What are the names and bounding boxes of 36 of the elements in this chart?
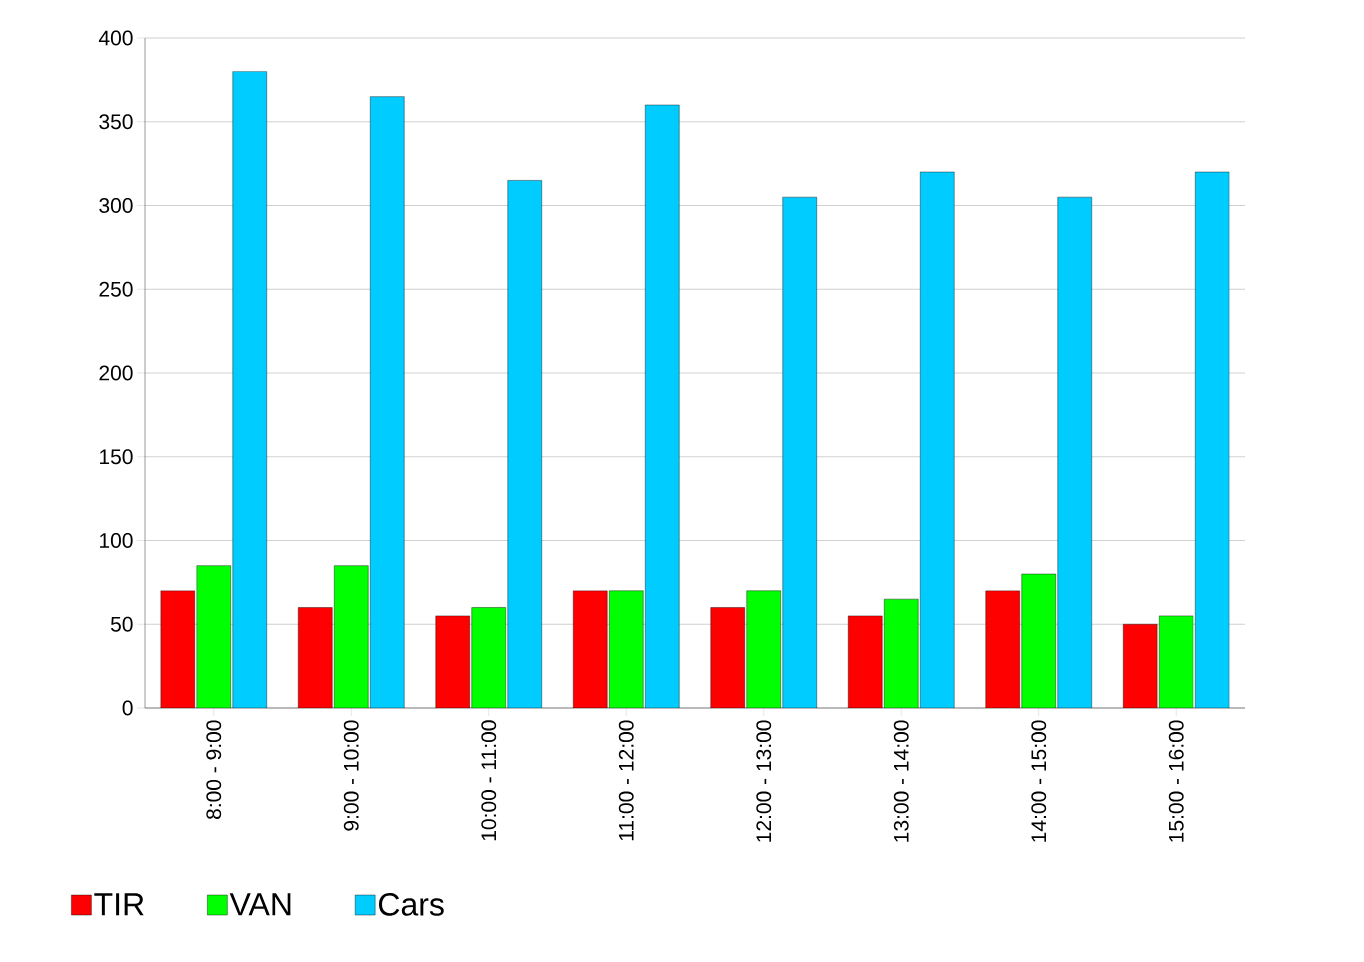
y-tick-label: 250: [99, 281, 133, 297]
x-tick-label: 9:00 - 10:00: [343, 720, 359, 831]
y-tick-label: 0: [122, 700, 133, 716]
y-tick-label: 50: [110, 616, 133, 632]
y-tick-label: 150: [100, 449, 133, 465]
y-tick-label: 350: [99, 114, 133, 130]
bar: [334, 565, 369, 708]
legend-label: VAN: [229, 893, 291, 916]
bar: [160, 590, 195, 708]
bar: [1123, 624, 1158, 708]
legend-label: TIR: [94, 893, 144, 916]
y-tick-label: 100: [100, 533, 133, 548]
x-tick-label: 15:00 - 16:00: [1168, 720, 1184, 842]
x-tick-label: 13:00 - 14:00: [893, 720, 909, 842]
bar: [196, 565, 231, 708]
y-tick-label: 200: [99, 365, 133, 381]
bar: [435, 615, 470, 708]
x-tick-label: 12:00 - 13:00: [756, 720, 772, 842]
bar: [848, 615, 883, 708]
y-tick-label: 400: [98, 30, 133, 46]
bar: [298, 607, 333, 708]
x-tick-label: 8:00 - 9:00: [206, 720, 222, 820]
bar: [884, 599, 919, 708]
bar: [1021, 574, 1056, 708]
bar: [746, 590, 781, 708]
legend-label: Cars: [379, 893, 444, 916]
x-tick-label: 10:00 - 11:00: [481, 720, 497, 841]
bar: [985, 590, 1020, 708]
bar: [609, 590, 644, 708]
bar: [1159, 615, 1194, 708]
x-tick-label: 14:00 - 15:00: [1031, 720, 1047, 842]
bar: [710, 607, 745, 708]
bar: [573, 590, 608, 708]
bar: [471, 607, 506, 708]
y-tick-label: 300: [99, 198, 133, 213]
x-tick-label: 11:00 - 12:00: [618, 720, 634, 841]
